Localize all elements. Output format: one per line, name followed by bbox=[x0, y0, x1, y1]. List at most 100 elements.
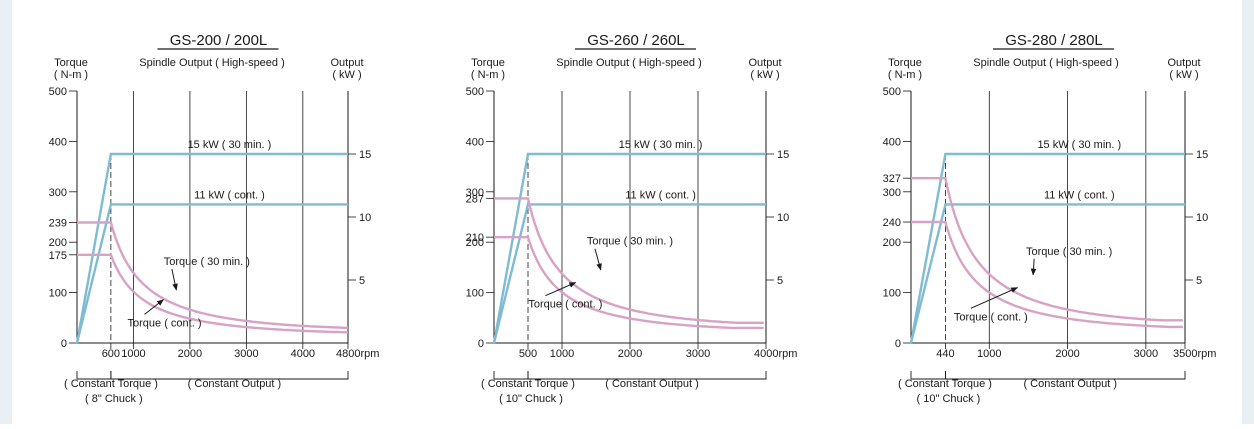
left-tick-label: 287 bbox=[466, 193, 484, 205]
left-tick-label: 300 bbox=[883, 187, 901, 199]
torque-label: Torque ( 30 min. ) bbox=[1026, 246, 1112, 258]
chart-subtitle: Spindle Output ( High-speed ) bbox=[556, 57, 702, 69]
torque-label: Torque ( cont. ) bbox=[128, 317, 202, 329]
right-axis-unit: ( kW ) bbox=[750, 69, 779, 81]
x-tick-label: 600 bbox=[102, 348, 120, 360]
left-axis-unit: ( N-m ) bbox=[888, 69, 922, 81]
output-line-label: 11 kW ( cont. ) bbox=[194, 189, 265, 201]
output-line-label: 15 kW ( 30 min. ) bbox=[188, 139, 272, 151]
range-bracket bbox=[110, 371, 349, 380]
left-axis-label: Torque bbox=[54, 57, 88, 69]
left-tick-label: 400 bbox=[883, 136, 901, 148]
torque-curve bbox=[911, 176, 1183, 322]
x-tick-label: 500 bbox=[519, 348, 537, 360]
torque-curve bbox=[494, 235, 764, 330]
torque-label: Torque ( cont. ) bbox=[954, 311, 1028, 323]
left-tick-label: 175 bbox=[49, 250, 67, 262]
left-tick-label: 500 bbox=[883, 86, 901, 98]
x-tick-label: 1000 bbox=[121, 348, 145, 360]
right-axis-unit: ( kW ) bbox=[1169, 69, 1198, 81]
range-bracket-label: ( Constant Torque ) bbox=[481, 378, 575, 390]
left-margin-strip bbox=[0, 0, 12, 424]
left-tick-label: 400 bbox=[466, 136, 484, 148]
output-line-label: 15 kW ( 30 min. ) bbox=[619, 139, 703, 151]
right-tick-label: 15 bbox=[777, 149, 789, 161]
right-axis-unit: ( kW ) bbox=[332, 69, 361, 81]
left-tick-label: 100 bbox=[466, 288, 484, 300]
chuck-label: ( 10" Chuck ) bbox=[917, 393, 981, 405]
torque-curve bbox=[77, 221, 349, 330]
output-line-label: 15 kW ( 30 min. ) bbox=[1037, 139, 1121, 151]
x-tick-label: 1000 bbox=[550, 348, 574, 360]
torque-label-arrow bbox=[171, 268, 178, 291]
chart-title: GS-200 / 200L bbox=[170, 32, 268, 49]
x-tick-label: 440 bbox=[936, 348, 954, 360]
left-tick-label: 0 bbox=[61, 338, 67, 350]
x-tick-label: 1000 bbox=[977, 348, 1001, 360]
output-line-30min bbox=[492, 152, 766, 344]
x-tick-label: 4000 bbox=[291, 348, 315, 360]
x-tick-label: 3000 bbox=[234, 348, 258, 360]
range-bracket-label: ( Constant Output ) bbox=[1023, 378, 1117, 390]
left-tick-label: 100 bbox=[883, 288, 901, 300]
torque-label-arrow bbox=[144, 299, 164, 315]
x-tick-label: 2000 bbox=[1055, 348, 1079, 360]
torque-label-arrow bbox=[970, 287, 1019, 309]
left-tick-label: 200 bbox=[883, 237, 901, 249]
left-tick-label: 327 bbox=[883, 173, 901, 185]
right-axis-label: Output bbox=[1167, 57, 1200, 69]
left-tick-label: 300 bbox=[49, 187, 67, 199]
torque-label-arrow bbox=[545, 282, 577, 297]
chuck-label: ( 10" Chuck ) bbox=[499, 393, 563, 405]
left-axis-label: Torque bbox=[471, 57, 505, 69]
x-tick-label: 4000rpm bbox=[754, 348, 797, 360]
left-tick-label: 200 bbox=[466, 237, 484, 249]
torque-label-arrow bbox=[594, 248, 602, 271]
range-bracket-label: ( Constant Torque ) bbox=[64, 378, 158, 390]
left-tick-label: 500 bbox=[49, 86, 67, 98]
left-tick-label: 200 bbox=[49, 237, 67, 249]
left-tick-label: 0 bbox=[478, 338, 484, 350]
right-tick-label: 5 bbox=[359, 275, 365, 287]
range-bracket bbox=[944, 371, 1186, 380]
output-line-cont bbox=[492, 203, 766, 344]
torque-label: Torque ( cont. ) bbox=[528, 299, 602, 311]
torque-curve bbox=[911, 220, 1183, 329]
left-tick-label: 300 bbox=[466, 187, 484, 199]
chart-title: GS-260 / 260L bbox=[587, 32, 685, 49]
right-axis-label: Output bbox=[748, 57, 781, 69]
right-margin-strip bbox=[1242, 0, 1254, 424]
output-line-cont bbox=[909, 203, 1185, 344]
x-tick-label: 2000 bbox=[618, 348, 642, 360]
left-tick-label: 100 bbox=[49, 288, 67, 300]
right-tick-label: 10 bbox=[1196, 212, 1208, 224]
left-axis-unit: ( N-m ) bbox=[54, 69, 88, 81]
left-tick-label: 210 bbox=[466, 232, 484, 244]
left-tick-label: 400 bbox=[49, 136, 67, 148]
range-bracket-label: ( Constant Torque ) bbox=[898, 378, 992, 390]
left-tick-label: 239 bbox=[49, 218, 67, 230]
x-tick-label: 4800rpm bbox=[336, 348, 379, 360]
chart-subtitle: Spindle Output ( High-speed ) bbox=[139, 57, 285, 69]
right-tick-label: 15 bbox=[359, 149, 371, 161]
left-tick-label: 0 bbox=[895, 338, 901, 350]
left-tick-label: 500 bbox=[466, 86, 484, 98]
torque-label-arrow bbox=[1030, 258, 1037, 276]
output-line-cont bbox=[75, 203, 348, 344]
left-tick-label: 240 bbox=[883, 217, 901, 229]
x-tick-label: 3500rpm bbox=[1173, 348, 1216, 360]
chart-subtitle: Spindle Output ( High-speed ) bbox=[973, 57, 1119, 69]
range-bracket-label: ( Constant Output ) bbox=[188, 378, 282, 390]
range-bracket-label: ( Constant Output ) bbox=[605, 378, 699, 390]
x-tick-label: 2000 bbox=[178, 348, 202, 360]
left-axis-unit: ( N-m ) bbox=[471, 69, 505, 81]
right-tick-label: 10 bbox=[777, 212, 789, 224]
right-tick-label: 10 bbox=[359, 212, 371, 224]
chuck-label: ( 8" Chuck ) bbox=[85, 393, 143, 405]
output-line-30min bbox=[909, 152, 1185, 344]
output-line-30min bbox=[75, 152, 348, 344]
output-line-label: 11 kW ( cont. ) bbox=[625, 189, 696, 201]
torque-label: Torque ( 30 min. ) bbox=[164, 256, 250, 268]
